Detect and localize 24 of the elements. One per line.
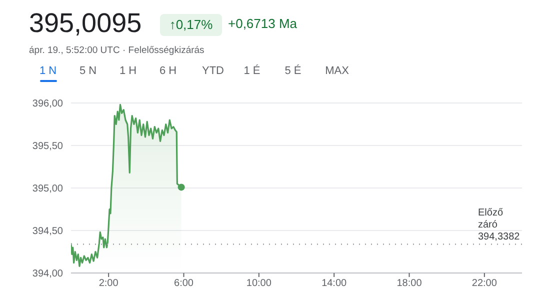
y-tick-label: 394,00 xyxy=(32,268,64,280)
x-tick-label: 2:00 xyxy=(98,278,119,290)
x-tick-label: 10:00 xyxy=(246,278,272,290)
x-tick-label: 6:00 xyxy=(174,278,194,290)
x-tick-label: 22:00 xyxy=(472,278,498,290)
text: +0,6713 Ma xyxy=(228,16,298,31)
chart-title: 395,0095 xyxy=(29,8,142,39)
text: 1 N xyxy=(38,65,58,77)
text: 6 H xyxy=(158,65,178,77)
y-tick-label: 396,00 xyxy=(32,98,64,110)
text: YTD xyxy=(201,65,225,77)
y-tick-label: 395,00 xyxy=(32,184,64,195)
ref-line-label: Előző záró 394,3382 xyxy=(478,207,520,242)
x-tick-label: 18:00 xyxy=(396,278,422,290)
text: ↑0,17% xyxy=(160,14,222,36)
y-tick-label: 395,50 xyxy=(32,141,64,152)
text: ápr. 19., 5:52:00 UTC · Felelősségkizárás xyxy=(29,45,204,56)
y-tick-label: 394,50 xyxy=(32,226,64,238)
text: 5 É xyxy=(284,65,302,77)
text: 1 É xyxy=(242,65,262,77)
text: 1 H xyxy=(118,65,138,77)
text: 5 N xyxy=(78,65,98,77)
x-tick-label: 14:00 xyxy=(322,278,348,290)
text: MAX xyxy=(324,65,350,77)
